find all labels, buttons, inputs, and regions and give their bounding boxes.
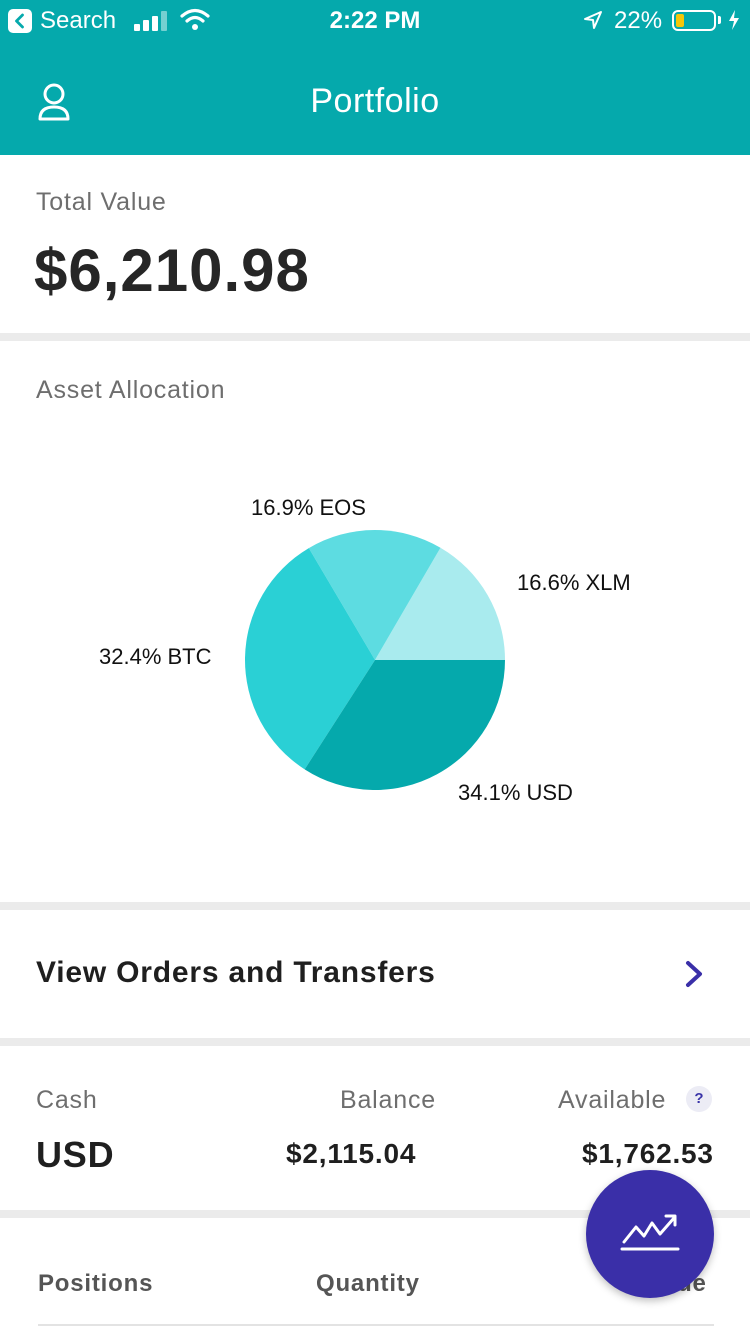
- section-divider: [0, 333, 750, 341]
- battery-icon: [672, 10, 716, 31]
- view-orders-transfers-row[interactable]: View Orders and Transfers: [0, 910, 750, 1038]
- slice-label-usd: 34.1% USD: [458, 780, 573, 805]
- status-back-label[interactable]: Search: [40, 7, 117, 34]
- battery-tip: [718, 16, 721, 24]
- pie-slice-btc: [244, 548, 375, 770]
- quantity-header: Quantity: [316, 1270, 420, 1297]
- status-time: 2:22 PM: [329, 7, 421, 34]
- cash-currency: USD: [36, 1134, 115, 1175]
- cash-available-value: $1,762.53: [582, 1138, 714, 1169]
- available-header: Available: [558, 1086, 667, 1114]
- total-value-label: Total Value: [36, 188, 167, 216]
- status-bar: Search 2:22 PM 22%: [0, 0, 750, 40]
- battery-level-fill: [676, 14, 684, 27]
- app-header: Search 2:22 PM 22% Portfolio: [0, 0, 750, 155]
- view-orders-transfers-label: View Orders and Transfers: [36, 956, 436, 989]
- cash-balance-value: $2,115.04: [286, 1138, 417, 1169]
- pie-slice-usd: [304, 660, 505, 790]
- balance-header: Balance: [340, 1086, 436, 1114]
- slice-label-xlm: 16.6% XLM: [517, 570, 631, 595]
- battery-percent: 22%: [614, 7, 663, 34]
- asset-allocation-label: Asset Allocation: [36, 376, 226, 404]
- positions-header: Positions: [38, 1270, 154, 1297]
- total-value-section: Total Value $6,210.98: [0, 158, 750, 333]
- available-help-icon[interactable]: ?: [686, 1086, 712, 1112]
- total-value-amount: $6,210.98: [34, 237, 310, 304]
- section-divider: [0, 1210, 750, 1218]
- cellular-signal-icon: [134, 11, 167, 31]
- section-divider: [0, 902, 750, 910]
- cash-header: Cash: [36, 1086, 98, 1114]
- back-to-search-icon[interactable]: [8, 9, 32, 33]
- slice-label-eos: 16.9% EOS: [251, 495, 366, 520]
- slice-label-btc: 32.4% BTC: [99, 644, 212, 669]
- charging-bolt-icon: [729, 10, 739, 30]
- positions-header-underline: [38, 1324, 714, 1326]
- section-divider: [0, 1038, 750, 1046]
- trend-chart-icon: [620, 1214, 680, 1251]
- user-profile-icon[interactable]: [36, 82, 72, 122]
- location-arrow-icon: [584, 11, 602, 29]
- pie-slice-eos: [308, 530, 441, 660]
- cash-section: Cash Balance Available ? USD $2,115.04 $…: [0, 1046, 750, 1210]
- wifi-icon: [180, 8, 210, 30]
- trend-chart-fab[interactable]: [586, 1170, 714, 1298]
- asset-allocation-section: Asset Allocation 16.6% XLM 16.9% EOS 32.…: [0, 341, 750, 901]
- pie-slice-xlm: [375, 547, 505, 660]
- allocation-pie-chart: [244, 530, 505, 790]
- chevron-right-icon: [686, 961, 702, 987]
- page-title: Portfolio: [310, 82, 440, 120]
